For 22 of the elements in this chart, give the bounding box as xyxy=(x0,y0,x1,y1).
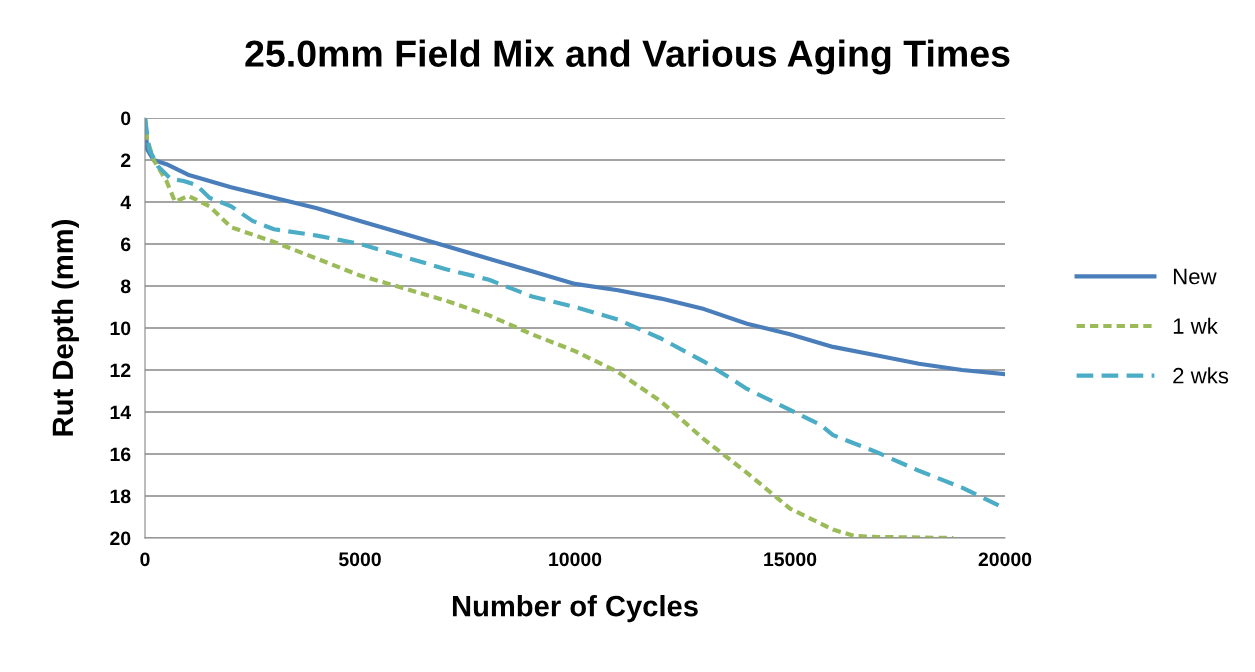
y-tick-label: 8 xyxy=(120,279,131,294)
y-tick-label: 4 xyxy=(120,195,132,210)
x-tick-label: 0 xyxy=(140,552,150,567)
chart-title: 25.0mm Field Mix and Various Aging Times xyxy=(245,39,1010,75)
legend-label: 1 wk xyxy=(1173,317,1218,334)
y-axis-title: Rut Depth (mm) xyxy=(51,220,79,436)
y-tick-label: 14 xyxy=(110,405,132,420)
x-tick-label: 5000 xyxy=(338,552,381,567)
y-tick-label: 10 xyxy=(110,321,131,336)
legend-label: New xyxy=(1173,268,1217,285)
y-tick-label: 12 xyxy=(110,363,131,378)
x-tick-label: 15000 xyxy=(764,552,817,567)
y-tick-label: 20 xyxy=(110,531,131,546)
legend-label: 2 wks xyxy=(1173,367,1229,384)
x-tick-label: 20000 xyxy=(978,552,1032,567)
y-tick-label: 6 xyxy=(121,237,131,252)
y-tick-label: 2 xyxy=(120,153,131,168)
x-tick-label: 10000 xyxy=(549,552,602,567)
y-tick-label: 18 xyxy=(110,489,131,504)
y-tick-label: 16 xyxy=(110,447,131,462)
y-tick-label: 0 xyxy=(121,111,131,126)
x-axis-title: Number of Cycles xyxy=(452,595,698,623)
